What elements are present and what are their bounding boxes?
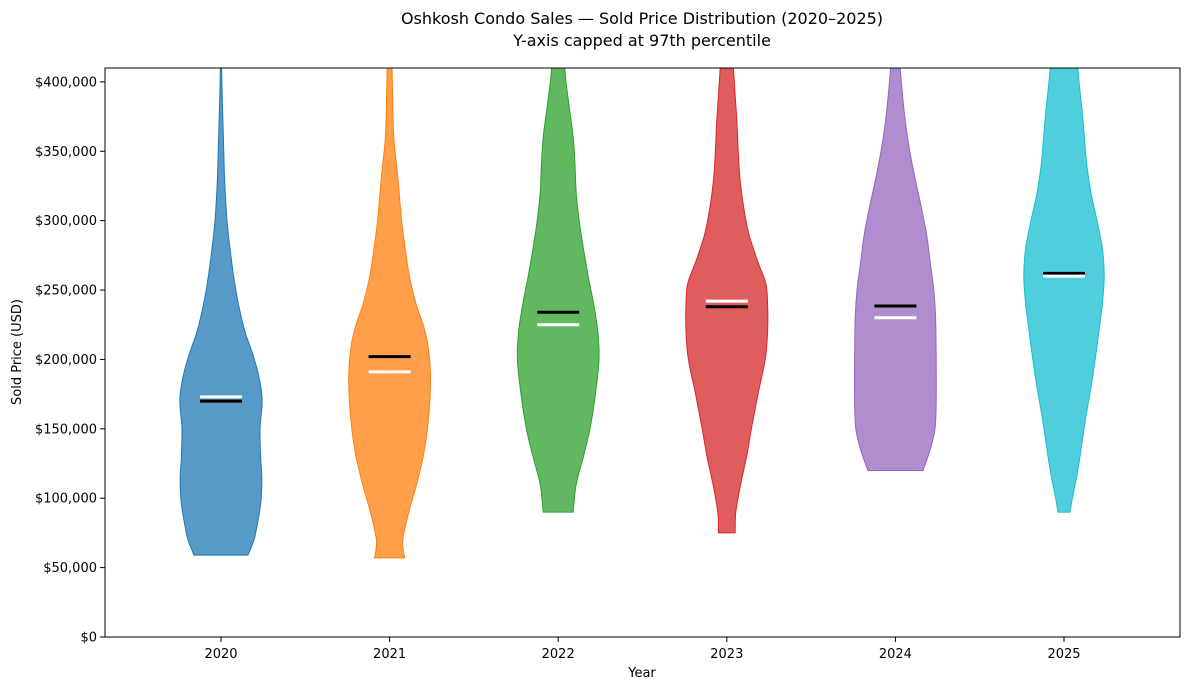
x-tick-label: 2020 — [204, 647, 237, 662]
violin-series-group — [179, 67, 1105, 559]
x-axis: 2020 2021 2022 2023 2024 2025 — [204, 637, 1081, 662]
y-tick-label: $400,000 — [35, 75, 97, 90]
y-tick-label: $300,000 — [35, 214, 97, 229]
x-tick-label: 2022 — [542, 647, 575, 662]
chart-title: Oshkosh Condo Sales — Sold Price Distrib… — [401, 9, 883, 28]
x-tick-label: 2023 — [710, 647, 743, 662]
x-tick-label: 2025 — [1047, 647, 1080, 662]
violin-2021 — [348, 67, 432, 559]
y-tick-label: $200,000 — [35, 353, 97, 368]
violin-2025 — [1023, 67, 1105, 513]
x-tick-label: 2024 — [879, 647, 912, 662]
violin-2020 — [179, 67, 263, 556]
y-axis: $0 $50,000 $100,000 $150,000 $200,000 $250,00… — [35, 75, 105, 646]
y-axis-label: Sold Price (USD) — [10, 299, 25, 405]
x-tick-label: 2021 — [373, 647, 406, 662]
y-tick-label: $100,000 — [35, 492, 97, 507]
violin-2024 — [853, 67, 937, 471]
y-tick-label: $250,000 — [35, 284, 97, 299]
violin-2022 — [516, 67, 600, 513]
x-axis-label: Year — [627, 666, 656, 681]
y-tick-label: $150,000 — [35, 422, 97, 437]
chart-subtitle: Y-axis capped at 97th percentile — [512, 31, 771, 50]
plot-frame — [104, 67, 1181, 638]
y-tick-label: $350,000 — [35, 145, 97, 160]
y-tick-label: $0 — [80, 631, 97, 646]
y-tick-label: $50,000 — [43, 561, 97, 576]
